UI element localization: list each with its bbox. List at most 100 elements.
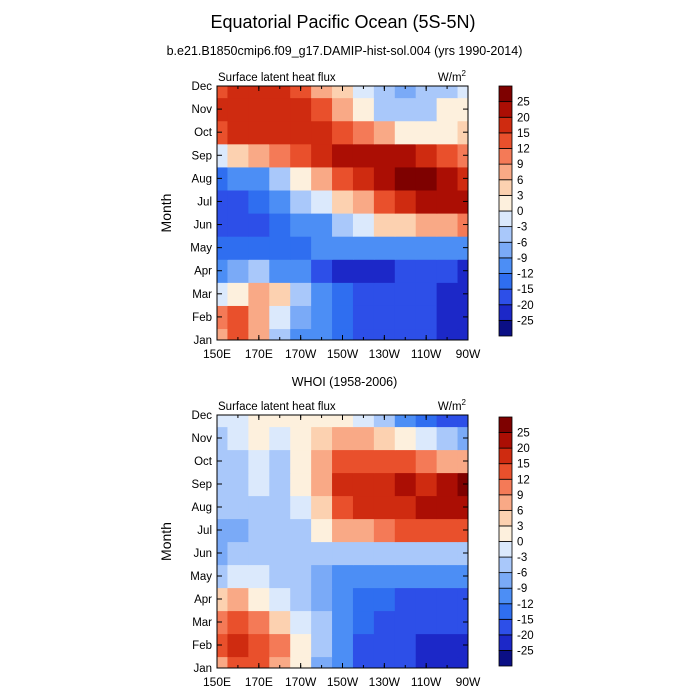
heatmap-cell	[457, 587, 468, 612]
variable-label: Surface latent heat flux	[218, 401, 336, 413]
heatmap-cell	[436, 541, 459, 566]
bottom-panel: WHOI (1958-2006) Surface latent heat flux…	[158, 375, 534, 689]
heatmap-cell	[290, 610, 312, 635]
heatmap-cell	[352, 213, 375, 237]
heatmap-cell	[352, 166, 375, 191]
y-tick-label: Oct	[194, 127, 213, 139]
heatmap-cell	[394, 426, 417, 451]
heatmap-cell	[373, 610, 396, 635]
heatmap-cell	[248, 587, 270, 612]
heatmap-cell	[352, 189, 375, 214]
heatmap-cell	[217, 305, 229, 330]
colorbar-label: 15	[517, 128, 530, 140]
heatmap-cell	[373, 415, 396, 428]
heatmap-cell	[332, 166, 354, 191]
x-tick-label: 130W	[369, 347, 401, 361]
heatmap-cell	[227, 120, 249, 145]
y-axis-label: Month	[158, 522, 174, 561]
heatmap-cell	[394, 472, 417, 497]
heatmap-cell	[269, 426, 291, 451]
heatmap-cell	[457, 541, 468, 566]
colorbar: -25 -20 -15 -12 -9 -6 -3 0 3 6 9 12 15 20 25	[498, 416, 534, 667]
heatmap-cell	[352, 564, 375, 589]
heatmap-cell	[269, 213, 291, 237]
x-tick-label: 170E	[245, 675, 273, 689]
heatmap-cell	[217, 120, 229, 145]
figure-title: Equatorial Pacific Ocean (5S-5N)	[210, 12, 475, 32]
heatmap-cell	[415, 213, 438, 237]
y-tick-label: Jun	[193, 220, 212, 232]
heatmap-cell	[352, 282, 375, 306]
colorbar-box	[498, 304, 513, 321]
heatmap-cell	[248, 120, 270, 145]
heatmap-cell	[352, 97, 375, 122]
x-tick-label: 170E	[245, 347, 273, 361]
heatmap-cell	[217, 415, 229, 428]
x-tick-label: 130W	[369, 675, 401, 689]
colorbar-label: -3	[517, 552, 527, 564]
heatmap-cell	[457, 213, 468, 237]
heatmap-cell	[436, 472, 459, 497]
heatmap-cell	[248, 495, 270, 520]
heatmap-cell	[269, 282, 291, 306]
heatmap-cell	[415, 449, 438, 474]
heatmap-cell	[311, 282, 333, 306]
heatmap-cell	[436, 449, 459, 474]
heatmap-cell	[394, 449, 417, 474]
heatmap-cell	[415, 97, 438, 122]
colorbar-label: 9	[517, 490, 523, 502]
y-tick-label: Jan	[193, 663, 212, 675]
heatmap-cell	[436, 328, 459, 340]
heatmap-cell	[311, 328, 333, 340]
heatmap-cell	[217, 143, 229, 168]
heatmap-cell	[352, 449, 375, 474]
y-tick-label: May	[190, 571, 212, 583]
heatmap-cell	[227, 472, 249, 497]
heatmap-cell	[332, 415, 354, 428]
colorbar-label: -20	[517, 630, 534, 642]
heatmap-cell	[415, 633, 438, 658]
heatmap-cell	[415, 282, 438, 306]
heatmap-cell	[311, 236, 333, 260]
heatmap-cell	[352, 518, 375, 543]
y-tick-label: Jan	[193, 335, 212, 347]
units-label-sup: 2	[462, 69, 467, 78]
x-tick-label: 110W	[411, 675, 442, 689]
heatmap-cell	[248, 656, 270, 668]
heatmap-cell	[373, 86, 396, 99]
colorbar-box	[498, 525, 513, 542]
heatmap-cell	[217, 426, 229, 451]
heatmap-cell	[436, 495, 459, 520]
colorbar-label: 6	[517, 505, 523, 517]
heatmap-cell	[311, 633, 333, 658]
heatmap-cell	[290, 328, 312, 340]
colorbar-label: 20	[517, 112, 530, 124]
heatmap-cell	[311, 449, 333, 474]
heatmap-cell	[436, 189, 459, 214]
heatmap-cell	[394, 518, 417, 543]
heatmap-cell	[394, 166, 417, 191]
colorbar-label: 12	[517, 144, 530, 156]
heatmap-cell	[332, 656, 354, 668]
heatmap-cell	[269, 97, 291, 122]
heatmap-cell	[227, 213, 249, 237]
heatmap-cell	[436, 97, 459, 122]
x-tick-label: 170W	[285, 347, 317, 361]
heatmap-cell	[311, 120, 333, 145]
heatmap-cell	[436, 610, 459, 635]
heatmap-cell	[373, 564, 396, 589]
heatmap-cell	[352, 305, 375, 330]
colorbar-box	[498, 132, 513, 149]
heatmap-cell	[415, 86, 438, 99]
heatmap-cell	[436, 426, 459, 451]
heatmap-cell	[352, 259, 375, 283]
heatmap-cell	[290, 633, 312, 658]
units-label-base: W/m	[438, 401, 462, 413]
heatmap-cell	[227, 426, 249, 451]
heatmap-cell	[457, 86, 468, 99]
heatmap-cell	[436, 166, 459, 191]
colorbar-label: 25	[517, 428, 530, 440]
colorbar-label: 3	[517, 190, 523, 202]
units-label-base: W/m	[438, 72, 462, 84]
heatmap-cell	[332, 633, 354, 658]
